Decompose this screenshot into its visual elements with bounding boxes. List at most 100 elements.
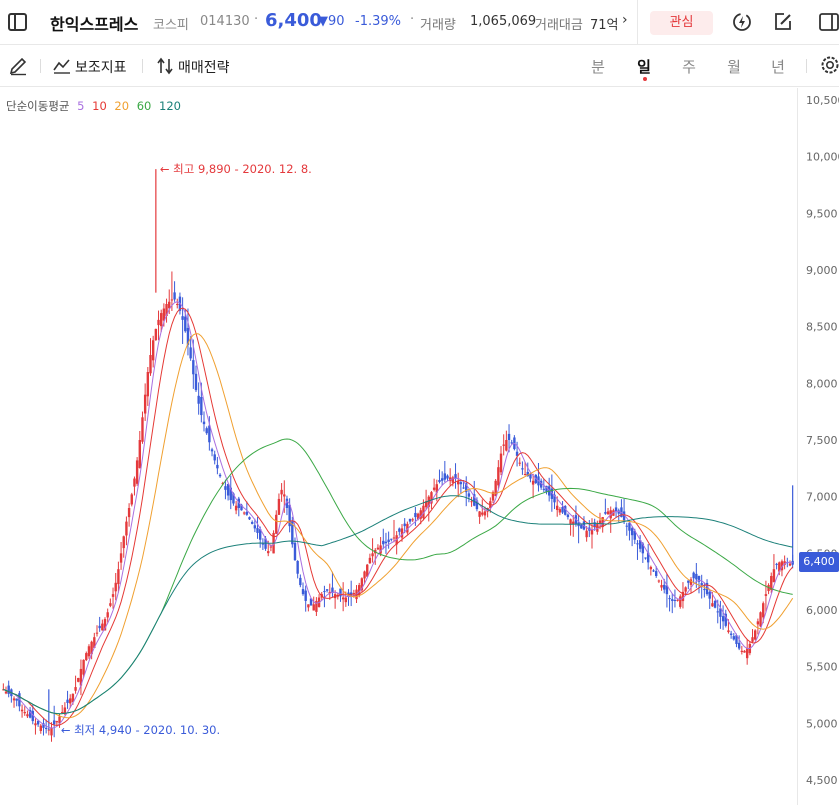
candle-body	[264, 538, 267, 549]
y-tick-label: 7,500	[806, 434, 838, 447]
candle-body	[497, 467, 500, 486]
candle-body	[665, 585, 669, 595]
candle-body	[759, 612, 762, 627]
candle-body	[224, 486, 227, 490]
candle-body	[125, 521, 128, 536]
candle-body	[248, 517, 251, 520]
gear-icon[interactable]	[819, 54, 839, 76]
price-change: ▼90	[318, 14, 345, 29]
candle-body	[713, 600, 717, 608]
candle-body	[85, 653, 88, 661]
candle-body	[368, 557, 372, 564]
candle-body	[689, 579, 693, 585]
ma-legend-20: 20	[114, 99, 130, 113]
candle-body	[349, 592, 353, 596]
y-tick-label: 5,000	[806, 717, 838, 730]
chevron-right-icon[interactable]: ›	[622, 12, 628, 28]
candle-body	[681, 591, 685, 602]
separator-dot: ·	[254, 12, 259, 27]
high-annotation: ← 최고 9,890 - 2020. 12. 8.	[160, 162, 312, 176]
period-month[interactable]: 월	[727, 58, 741, 76]
candle-body	[52, 720, 56, 725]
edit-icon[interactable]	[772, 11, 794, 33]
price-chart[interactable]: 10,500 10,000 9,500 9,000 8,500 8,000 7,500 7,0…	[0, 88, 839, 805]
candle-body	[636, 543, 639, 545]
turnover-label: 거래대금	[535, 18, 583, 33]
stock-code: 014130	[200, 14, 250, 29]
candle-body	[708, 591, 711, 599]
candle-body	[719, 608, 722, 617]
ma-legend-5: 5	[77, 99, 85, 113]
candle-body	[69, 698, 72, 704]
candle-body	[751, 637, 754, 642]
candle-body	[625, 525, 628, 527]
candle-body	[42, 723, 45, 728]
period-minute[interactable]: 분	[591, 58, 605, 76]
candle-body	[283, 494, 286, 497]
candle-body	[382, 540, 385, 545]
candle-body	[344, 597, 348, 603]
candle-body	[376, 547, 380, 550]
y-tick-label: 5,500	[806, 661, 838, 674]
candle-body	[652, 570, 655, 572]
candle-body	[783, 561, 786, 565]
y-tick-label: 9,500	[806, 207, 838, 220]
candle-body	[79, 668, 83, 686]
candle-body	[523, 474, 527, 475]
watch-button[interactable]: 관심	[650, 11, 713, 35]
separator-dot: ·	[410, 12, 415, 27]
candle-body	[422, 505, 425, 519]
candle-body	[285, 498, 289, 508]
panel-icon[interactable]	[818, 11, 839, 33]
candle-body	[151, 340, 155, 361]
candle-body	[245, 512, 249, 515]
candle-body	[15, 698, 18, 701]
candle-body	[724, 613, 727, 626]
candle-body	[301, 589, 305, 595]
candle-body	[173, 292, 176, 300]
stock-name[interactable]: 한익스프레스	[50, 15, 139, 34]
stock-header: 한익스프레스 코스피 014130 · 6,400 ▼90 -1.39% · 거…	[0, 0, 839, 45]
candle-body	[585, 530, 588, 538]
candle-body	[478, 511, 481, 517]
candle-body	[491, 492, 495, 501]
ma-legend-title: 단순이동평균	[6, 99, 70, 113]
period-day[interactable]: 일	[637, 58, 651, 76]
y-tick-label: 9,000	[806, 264, 838, 277]
candle-body	[197, 395, 200, 404]
candle-body	[590, 529, 594, 535]
candle-body	[149, 355, 152, 374]
candle-body	[475, 500, 479, 510]
period-week[interactable]: 주	[682, 58, 696, 76]
candle-body	[638, 540, 642, 549]
candle-body	[170, 299, 174, 301]
candle-body	[564, 506, 567, 515]
candle-body	[336, 595, 339, 597]
candle-body	[622, 511, 626, 522]
period-year[interactable]: 년	[771, 58, 785, 76]
candle-body	[130, 494, 133, 505]
ma-legend-10: 10	[92, 99, 107, 113]
ma120-line	[3, 495, 793, 715]
ma-legend[interactable]: 단순이동평균 5 10 20 60 120	[6, 98, 185, 114]
pencil-icon[interactable]	[8, 56, 28, 76]
candle-body	[392, 537, 396, 539]
candle-body	[202, 421, 206, 425]
candle-body	[646, 552, 650, 563]
indicator-button[interactable]: 보조지표	[75, 60, 127, 76]
strategy-button[interactable]: 매매전략	[178, 60, 230, 76]
lightning-icon[interactable]	[731, 11, 753, 33]
candle-body	[4, 691, 8, 694]
active-period-dot	[643, 77, 647, 81]
candle-body	[775, 563, 778, 565]
candle-body	[229, 487, 232, 501]
sidebar-toggle-icon[interactable]	[8, 13, 27, 31]
candle-body	[700, 583, 703, 586]
candle-body	[74, 687, 77, 691]
y-axis-border	[797, 88, 798, 805]
candle-body	[692, 572, 695, 579]
y-tick-label: 4,500	[806, 774, 838, 787]
candle-body	[550, 488, 554, 499]
candle-body	[687, 580, 690, 583]
candle-body	[154, 328, 158, 341]
